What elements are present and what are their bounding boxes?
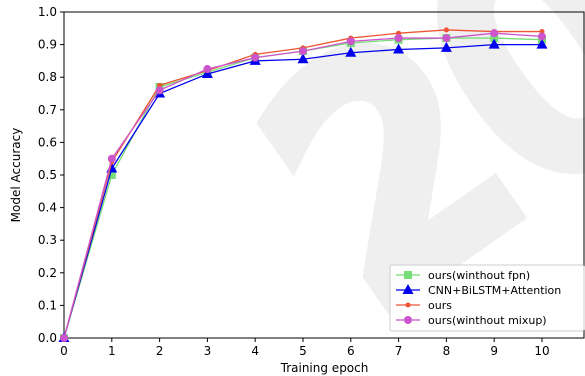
y-tick-label: 0.6 (38, 135, 57, 149)
x-tick-label: 0 (60, 344, 68, 358)
legend-item: ours (396, 299, 452, 312)
legend-swatch-marker (404, 271, 412, 279)
legend-swatch-marker (402, 284, 414, 294)
y-axis-label: Model Accuracy (9, 128, 23, 223)
data-point (60, 334, 68, 342)
legend-swatch-marker (405, 302, 411, 308)
data-point (442, 34, 451, 43)
series-layer (58, 27, 548, 342)
y-tick-label: 0.5 (38, 168, 57, 182)
y-tick-label: 0.8 (38, 70, 57, 84)
data-point (345, 46, 357, 57)
x-tick-label: 8 (443, 344, 451, 358)
data-point (490, 34, 499, 43)
series-3 (60, 29, 546, 342)
data-point (443, 27, 449, 33)
data-point (107, 154, 116, 163)
y-tick-label: 0.9 (38, 38, 57, 52)
legend: ours(winthout fpn) CNN+BiLSTM+Attention ou… (389, 264, 585, 332)
y-tick-label: 0.2 (38, 266, 57, 280)
x-tick-label: 9 (490, 344, 498, 358)
data-point (298, 47, 307, 56)
x-tick-label: 2 (156, 344, 164, 358)
x-tick-label: 4 (251, 344, 259, 358)
data-point (537, 32, 546, 41)
legend-label: CNN+BiLSTM+Attention (428, 284, 561, 297)
data-point (394, 34, 403, 43)
y-tick-label: 0.4 (38, 201, 57, 215)
y-tick-label: 0.3 (38, 233, 57, 247)
y-tick-label: 0.7 (38, 103, 57, 117)
y-tick-label: 1.0 (38, 5, 57, 19)
x-tick-label: 5 (299, 344, 307, 358)
legend-item: ours(winthout fpn) (396, 269, 530, 282)
legend-item: CNN+BiLSTM+Attention (396, 284, 561, 297)
x-tick-label: 10 (534, 344, 549, 358)
x-tick-label: 1 (108, 344, 116, 358)
data-point (297, 53, 309, 64)
data-point (536, 38, 548, 49)
y-tick-label: 0.0 (38, 331, 57, 345)
x-tick-label: 3 (204, 344, 212, 358)
data-point (490, 29, 499, 38)
data-point (488, 38, 500, 49)
data-point (393, 43, 405, 54)
legend-swatch-marker (404, 316, 412, 324)
data-point (251, 53, 260, 62)
y-axis: 0.0 0.1 0.2 0.3 0.4 0.5 0.6 0.7 0.8 0.9 1.0 (38, 5, 64, 345)
data-point (203, 65, 212, 74)
x-tick-label: 7 (395, 344, 403, 358)
data-point (440, 41, 452, 52)
legend-item: ours(winthout mixup) (396, 314, 547, 327)
data-point (155, 86, 164, 95)
data-point (107, 171, 116, 179)
data-point (346, 37, 355, 46)
legend-label: ours (428, 299, 452, 312)
x-axis-label: Training epoch (280, 361, 369, 375)
legend-label: ours(winthout fpn) (428, 269, 530, 282)
x-tick-label: 6 (347, 344, 355, 358)
legend-box (389, 264, 585, 332)
y-tick-label: 0.1 (38, 298, 57, 312)
x-axis: 0 1 2 3 4 5 6 7 8 9 10 (60, 338, 550, 358)
legend-label: ours(winthout mixup) (428, 314, 547, 327)
